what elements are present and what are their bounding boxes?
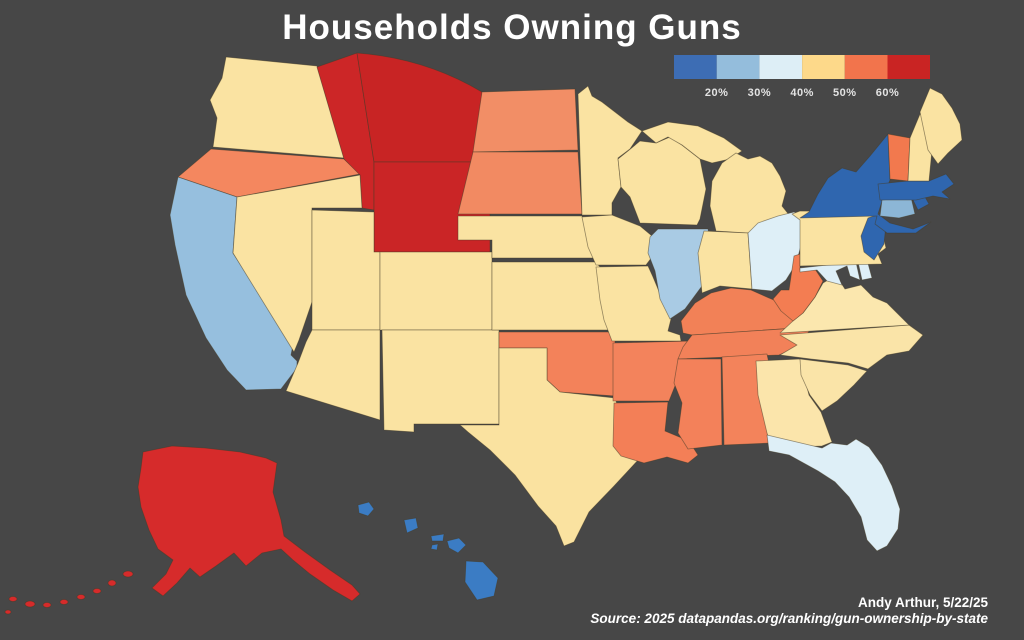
state-kansas xyxy=(491,261,609,331)
state-vermont xyxy=(887,133,911,182)
hawaii-molokai xyxy=(430,533,445,542)
aleutian-island xyxy=(8,596,18,602)
aleutian-island xyxy=(107,579,117,587)
state-montana xyxy=(356,52,483,163)
attribution-source: Source: 2025 datapandas.org/ranking/gun-… xyxy=(590,611,988,626)
aleutian-island xyxy=(42,602,52,608)
state-new-mexico xyxy=(381,329,500,433)
legend-tick-30: 30% xyxy=(747,87,772,99)
legend-tick-60: 60% xyxy=(875,87,900,99)
state-texas xyxy=(459,347,653,547)
lower-48-states xyxy=(169,52,963,552)
aleutian-island xyxy=(92,588,102,594)
legend-color-bar xyxy=(674,55,930,79)
hawaii-kauai xyxy=(357,501,375,517)
state-south-dakota xyxy=(457,151,583,215)
state-maine xyxy=(919,87,963,165)
state-colorado xyxy=(379,251,493,331)
legend-tick-50: 50% xyxy=(833,87,857,99)
attribution: Andy Arthur, 5/22/25 Source: 2025 datapa… xyxy=(590,595,988,627)
hawaii-oahu xyxy=(403,517,419,534)
legend-swatch-6 xyxy=(887,55,930,79)
legend-swatch-4 xyxy=(802,55,845,79)
color-legend: 20% 30% 40% 50% 60% xyxy=(674,55,930,101)
aleutian-island xyxy=(122,570,134,578)
state-arizona xyxy=(285,329,381,421)
state-north-dakota xyxy=(472,88,579,153)
legend-tick-labels: 20% 30% 40% 50% 60% xyxy=(674,87,930,101)
state-michigan-upper-peninsula xyxy=(641,121,743,164)
state-hawaii xyxy=(357,501,499,601)
hawaii-big-island xyxy=(464,560,499,601)
state-oregon xyxy=(177,148,361,198)
state-alaska-mainland xyxy=(137,445,361,602)
legend-tick-20: 20% xyxy=(704,87,729,99)
aleutian-island xyxy=(4,609,12,615)
aleutian-island xyxy=(76,594,86,600)
hawaii-lanai xyxy=(430,543,439,551)
state-louisiana xyxy=(612,401,699,464)
legend-tick-40: 40% xyxy=(790,87,814,99)
state-missouri xyxy=(595,265,682,342)
state-south-carolina xyxy=(799,358,868,412)
state-mississippi xyxy=(673,358,723,450)
aleutian-island xyxy=(24,600,36,608)
hawaii-maui xyxy=(446,537,467,554)
state-florida xyxy=(766,434,901,552)
page-title: Households Owning Guns xyxy=(282,8,742,47)
state-indiana xyxy=(697,230,753,294)
state-maryland xyxy=(799,261,861,286)
state-utah xyxy=(311,209,381,331)
attribution-author: Andy Arthur, 5/22/25 xyxy=(857,595,988,610)
legend-swatch-1 xyxy=(674,55,717,79)
state-north-carolina xyxy=(779,324,924,370)
legend-swatch-5 xyxy=(844,55,888,79)
aleutian-island xyxy=(59,599,69,605)
legend-swatch-2 xyxy=(716,55,760,79)
state-alaska xyxy=(4,445,361,615)
legend-swatch-3 xyxy=(759,55,803,79)
